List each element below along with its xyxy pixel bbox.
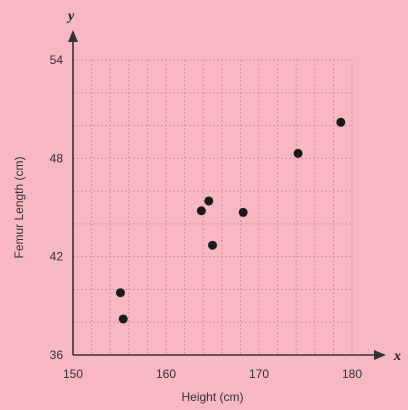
x-tick-label: 150 xyxy=(63,367,83,381)
data-point xyxy=(293,148,303,158)
y-axis-arrow xyxy=(68,30,78,42)
data-point xyxy=(238,207,248,217)
y-tick-label: 42 xyxy=(50,250,64,264)
grid xyxy=(72,59,353,356)
y-axis-variable: y xyxy=(66,9,75,24)
data-points xyxy=(115,117,346,324)
y-tick-label: 36 xyxy=(50,348,64,362)
x-tick-label: 170 xyxy=(249,367,269,381)
data-point xyxy=(115,288,125,298)
axes: x y xyxy=(66,9,401,364)
y-tick-label: 48 xyxy=(50,151,64,165)
data-point xyxy=(336,117,346,127)
x-tick-labels: 150 160 170 180 xyxy=(63,367,362,381)
x-axis-variable: x xyxy=(393,349,401,364)
x-axis-title: Height (cm) xyxy=(181,390,243,404)
x-tick-label: 160 xyxy=(156,367,176,381)
data-point xyxy=(118,314,128,324)
y-tick-labels: 36 42 48 54 xyxy=(50,53,64,362)
data-point xyxy=(204,196,214,206)
data-point xyxy=(196,206,206,216)
data-point xyxy=(208,240,217,250)
x-tick-label: 180 xyxy=(342,367,362,381)
y-tick-label: 54 xyxy=(50,53,64,67)
x-axis-arrow xyxy=(374,350,386,360)
y-axis-title: Femur Length (cm) xyxy=(12,156,26,258)
